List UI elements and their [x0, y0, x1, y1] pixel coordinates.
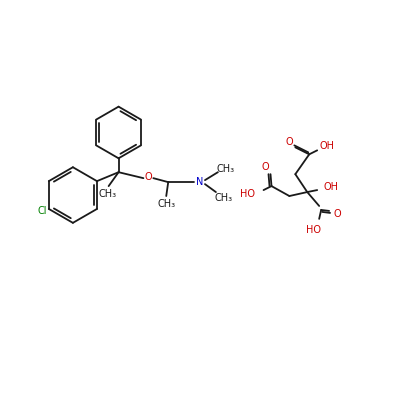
Text: OH: OH [320, 141, 335, 151]
Text: HO: HO [240, 189, 255, 199]
Text: CH₃: CH₃ [215, 193, 233, 203]
Text: N: N [196, 177, 204, 187]
Text: HO: HO [306, 225, 321, 235]
Text: Cl: Cl [37, 206, 47, 216]
Text: O: O [286, 138, 293, 148]
Text: CH₃: CH₃ [98, 189, 117, 199]
Text: O: O [333, 209, 341, 219]
Text: O: O [144, 172, 152, 182]
Text: OH: OH [324, 182, 338, 192]
Text: CH₃: CH₃ [217, 164, 235, 174]
Text: CH₃: CH₃ [157, 199, 175, 209]
Text: O: O [262, 162, 269, 172]
